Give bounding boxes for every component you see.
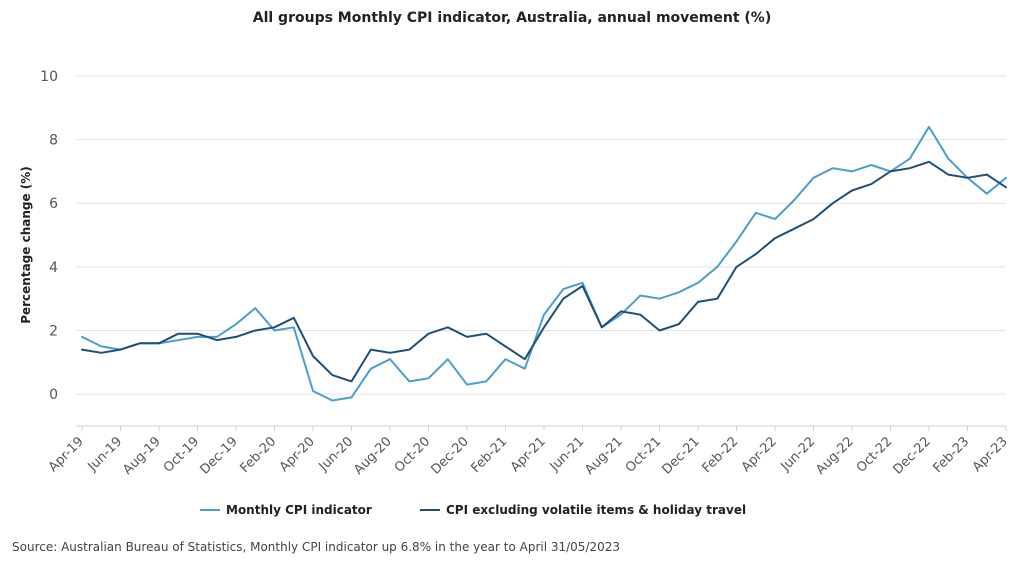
x-tick-label: Apr-22 bbox=[739, 434, 780, 475]
x-tick-label: Dec-19 bbox=[197, 434, 240, 477]
x-tick-label: Jun-19 bbox=[85, 434, 126, 475]
x-tick-label: Apr-19 bbox=[46, 434, 87, 475]
series-lines bbox=[81, 125, 1007, 402]
y-axis-label: Percentage change (%) bbox=[19, 166, 33, 324]
y-tick-label: 0 bbox=[49, 387, 58, 403]
x-tick-label: Feb-22 bbox=[699, 434, 741, 476]
legend-label-1: CPI excluding volatile items & holiday t… bbox=[446, 503, 746, 517]
x-tick-label: Oct-19 bbox=[161, 434, 203, 476]
y-tick-label: 2 bbox=[49, 324, 58, 340]
x-tick-label: Dec-20 bbox=[428, 434, 471, 477]
legend-label-0: Monthly CPI indicator bbox=[226, 503, 372, 517]
x-tick-label: Aug-19 bbox=[120, 434, 164, 478]
x-tick-label: Oct-22 bbox=[854, 434, 896, 476]
axes bbox=[76, 425, 1007, 431]
x-tick-label: Aug-21 bbox=[582, 434, 626, 478]
legend: Monthly CPI indicator CPI excluding volat… bbox=[200, 503, 746, 517]
grid-lines bbox=[76, 75, 1006, 395]
x-tick-label: Feb-23 bbox=[930, 434, 972, 476]
y-tick-label: 8 bbox=[49, 133, 58, 149]
source-note: Source: Australian Bureau of Statistics,… bbox=[12, 540, 621, 554]
x-tick-label: Oct-20 bbox=[392, 434, 434, 476]
x-tick-label: Jun-21 bbox=[547, 434, 588, 475]
x-tick-labels: Apr-19Jun-19Aug-19Oct-19Dec-19Feb-20Apr-… bbox=[46, 434, 1011, 478]
x-tick-label: Feb-21 bbox=[468, 434, 510, 476]
x-tick-label: Apr-21 bbox=[508, 434, 549, 475]
x-tick-label: Jun-20 bbox=[316, 434, 357, 475]
x-tick-label: Aug-22 bbox=[813, 434, 857, 478]
x-tick-label: Jun-22 bbox=[778, 434, 819, 475]
x-tick-label: Apr-23 bbox=[970, 434, 1011, 475]
x-tick-label: Feb-20 bbox=[237, 434, 279, 476]
series-line-0 bbox=[81, 125, 1007, 402]
y-tick-label: 4 bbox=[49, 260, 58, 276]
series-line-1 bbox=[81, 160, 1007, 383]
y-tick-label: 10 bbox=[40, 69, 58, 85]
x-tick-label: Aug-20 bbox=[351, 434, 395, 478]
x-tick-label: Dec-22 bbox=[890, 434, 933, 477]
y-tick-labels: 0 2 4 6 8 10 bbox=[40, 69, 58, 403]
x-tick-label: Dec-21 bbox=[659, 434, 702, 477]
x-tick-label: Oct-21 bbox=[623, 434, 665, 476]
chart-title: All groups Monthly CPI indicator, Austra… bbox=[252, 10, 772, 26]
x-tick-label: Apr-20 bbox=[277, 434, 318, 475]
y-tick-label: 6 bbox=[49, 196, 58, 212]
